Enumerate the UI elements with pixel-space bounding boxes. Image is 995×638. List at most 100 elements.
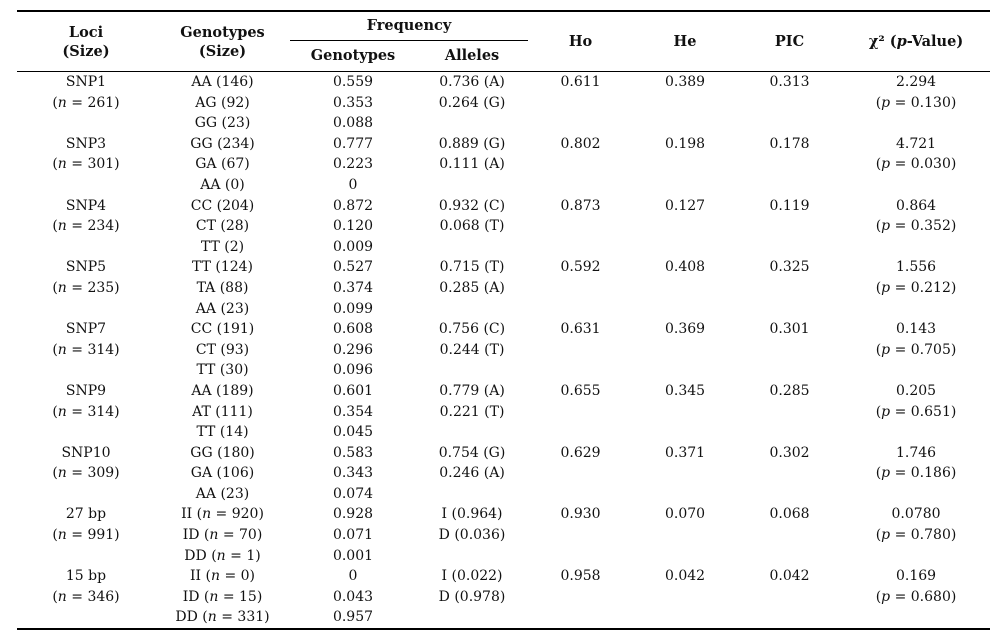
table-row: SNP9 AA (189) 0.601 0.779 (A) 0.655 0.34… bbox=[17, 381, 990, 402]
table-header: Loci (Size) Genotypes (Size) Frequency H… bbox=[17, 11, 991, 72]
cell-genotype: II (n = 920) bbox=[181, 506, 264, 523]
cell-locus bbox=[17, 484, 155, 505]
cell-chi-square: (p = 0.680) bbox=[875, 588, 957, 605]
cell-pic bbox=[737, 360, 842, 381]
col-header-loci: Loci (Size) bbox=[17, 11, 155, 72]
cell-allele-frequency bbox=[416, 484, 528, 505]
cell-allele-frequency: D (0.978) bbox=[438, 588, 506, 605]
table-row: SNP1 AA (146) 0.559 0.736 (A) 0.611 0.38… bbox=[17, 72, 990, 93]
cell-he bbox=[633, 546, 737, 567]
cell-chi-square: 0.143 bbox=[895, 321, 937, 338]
cell-pic: 0.068 bbox=[769, 506, 810, 523]
table-row: SNP5 TT (124) 0.527 0.715 (T) 0.592 0.40… bbox=[17, 257, 990, 278]
table-row: AA (23) 0.074 bbox=[17, 484, 990, 505]
cell-chi-square bbox=[842, 422, 990, 443]
cell-locus: SNP5 bbox=[65, 259, 107, 276]
col-header-genotypes-line2: (Size) bbox=[198, 42, 247, 60]
cell-he bbox=[633, 463, 737, 484]
cell-genotype: II (n = 0) bbox=[189, 568, 255, 585]
cell-ho bbox=[528, 299, 633, 320]
cell-genotype-frequency: 0.009 bbox=[332, 238, 374, 255]
cell-ho bbox=[528, 463, 633, 484]
cell-genotype: AG (92) bbox=[195, 94, 250, 111]
cell-ho bbox=[528, 525, 633, 546]
cell-genotype: TT (30) bbox=[196, 362, 249, 379]
cell-chi-square: 0.864 bbox=[895, 197, 937, 214]
cell-genotype-frequency: 0.099 bbox=[332, 300, 374, 317]
cell-pic bbox=[737, 175, 842, 196]
cell-genotype-frequency: 0.223 bbox=[332, 156, 374, 173]
cell-allele-frequency: I (0.022) bbox=[441, 568, 503, 585]
cell-pic bbox=[737, 278, 842, 299]
cell-pic: 0.285 bbox=[769, 382, 810, 399]
cell-pic: 0.302 bbox=[769, 444, 810, 461]
cell-locus bbox=[17, 175, 155, 196]
cell-pic bbox=[737, 484, 842, 505]
cell-pic bbox=[737, 607, 842, 629]
cell-pic: 0.313 bbox=[769, 74, 810, 90]
cell-pic: 0.325 bbox=[769, 259, 810, 276]
cell-he: 0.198 bbox=[664, 135, 706, 152]
cell-he: 0.345 bbox=[664, 382, 706, 399]
cell-pic bbox=[737, 525, 842, 546]
cell-chi-square: (p = 0.352) bbox=[875, 218, 957, 235]
cell-locus: 27 bp bbox=[65, 506, 107, 523]
cell-ho: 0.802 bbox=[560, 135, 601, 152]
cell-genotype-frequency: 0.120 bbox=[332, 218, 374, 235]
cell-pic bbox=[737, 340, 842, 361]
cell-genotype: AA (23) bbox=[195, 485, 250, 502]
cell-genotype-frequency: 0.353 bbox=[332, 94, 374, 111]
cell-ho: 0.592 bbox=[560, 259, 601, 276]
cell-allele-frequency: 0.285 (A) bbox=[439, 279, 505, 296]
cell-genotype-frequency: 0.527 bbox=[332, 259, 374, 276]
cell-ho bbox=[528, 340, 633, 361]
cell-chi-square: (p = 0.780) bbox=[875, 527, 957, 544]
cell-locus: (n = 991) bbox=[52, 527, 120, 544]
cell-genotype: CT (28) bbox=[195, 218, 250, 235]
table-row: SNP7 CC (191) 0.608 0.756 (C) 0.631 0.36… bbox=[17, 319, 990, 340]
cell-ho bbox=[528, 216, 633, 237]
cell-pic bbox=[737, 463, 842, 484]
cell-he: 0.389 bbox=[664, 74, 706, 90]
cell-locus: (n = 234) bbox=[52, 218, 120, 235]
col-header-chi-square-pvalue: χ² (p-Value) bbox=[868, 32, 964, 50]
col-header-pic: PIC bbox=[774, 32, 805, 50]
cell-chi-square: (p = 0.705) bbox=[875, 341, 957, 358]
cell-genotype: AA (146) bbox=[191, 74, 254, 90]
cell-he: 0.408 bbox=[664, 259, 706, 276]
table-row: (n = 235) TA (88) 0.374 0.285 (A) (p = 0… bbox=[17, 278, 990, 299]
cell-genotype-frequency: 0.088 bbox=[332, 115, 374, 132]
cell-genotype-frequency: 0.074 bbox=[332, 485, 374, 502]
cell-ho: 0.655 bbox=[560, 382, 601, 399]
table-row: SNP10 GG (180) 0.583 0.754 (G) 0.629 0.3… bbox=[17, 443, 990, 464]
table-row: (n = 261) AG (92) 0.353 0.264 (G) (p = 0… bbox=[17, 93, 990, 114]
cell-allele-frequency: I (0.964) bbox=[441, 506, 503, 523]
cell-ho bbox=[528, 484, 633, 505]
cell-ho bbox=[528, 154, 633, 175]
cell-allele-frequency: 0.736 (A) bbox=[439, 74, 505, 90]
cell-chi-square bbox=[842, 607, 990, 629]
cell-genotype-frequency: 0.296 bbox=[332, 341, 374, 358]
cell-locus bbox=[17, 422, 155, 443]
cell-pic bbox=[737, 402, 842, 423]
cell-chi-square: 4.721 bbox=[895, 135, 937, 152]
cell-allele-frequency bbox=[416, 175, 528, 196]
cell-he: 0.127 bbox=[664, 197, 706, 214]
cell-ho bbox=[528, 402, 633, 423]
cell-allele-frequency bbox=[416, 546, 528, 567]
cell-pic bbox=[737, 422, 842, 443]
col-header-frequency: Frequency bbox=[290, 11, 529, 41]
cell-chi-square bbox=[842, 175, 990, 196]
table-row: (n = 314) CT (93) 0.296 0.244 (T) (p = 0… bbox=[17, 340, 990, 361]
cell-locus: (n = 301) bbox=[52, 156, 120, 173]
cell-chi-square: (p = 0.130) bbox=[875, 94, 957, 111]
cell-locus: SNP3 bbox=[65, 135, 107, 152]
cell-genotype-frequency: 0.928 bbox=[332, 506, 374, 523]
cell-genotype-frequency: 0.071 bbox=[332, 527, 374, 544]
col-header-he: He bbox=[673, 32, 697, 50]
table-row: (n = 309) GA (106) 0.343 0.246 (A) (p = … bbox=[17, 463, 990, 484]
table-body: SNP1 AA (146) 0.559 0.736 (A) 0.611 0.38… bbox=[17, 72, 990, 630]
cell-ho bbox=[528, 113, 633, 134]
cell-chi-square: (p = 0.212) bbox=[875, 279, 957, 296]
table-row: DD (n = 1) 0.001 bbox=[17, 546, 990, 567]
